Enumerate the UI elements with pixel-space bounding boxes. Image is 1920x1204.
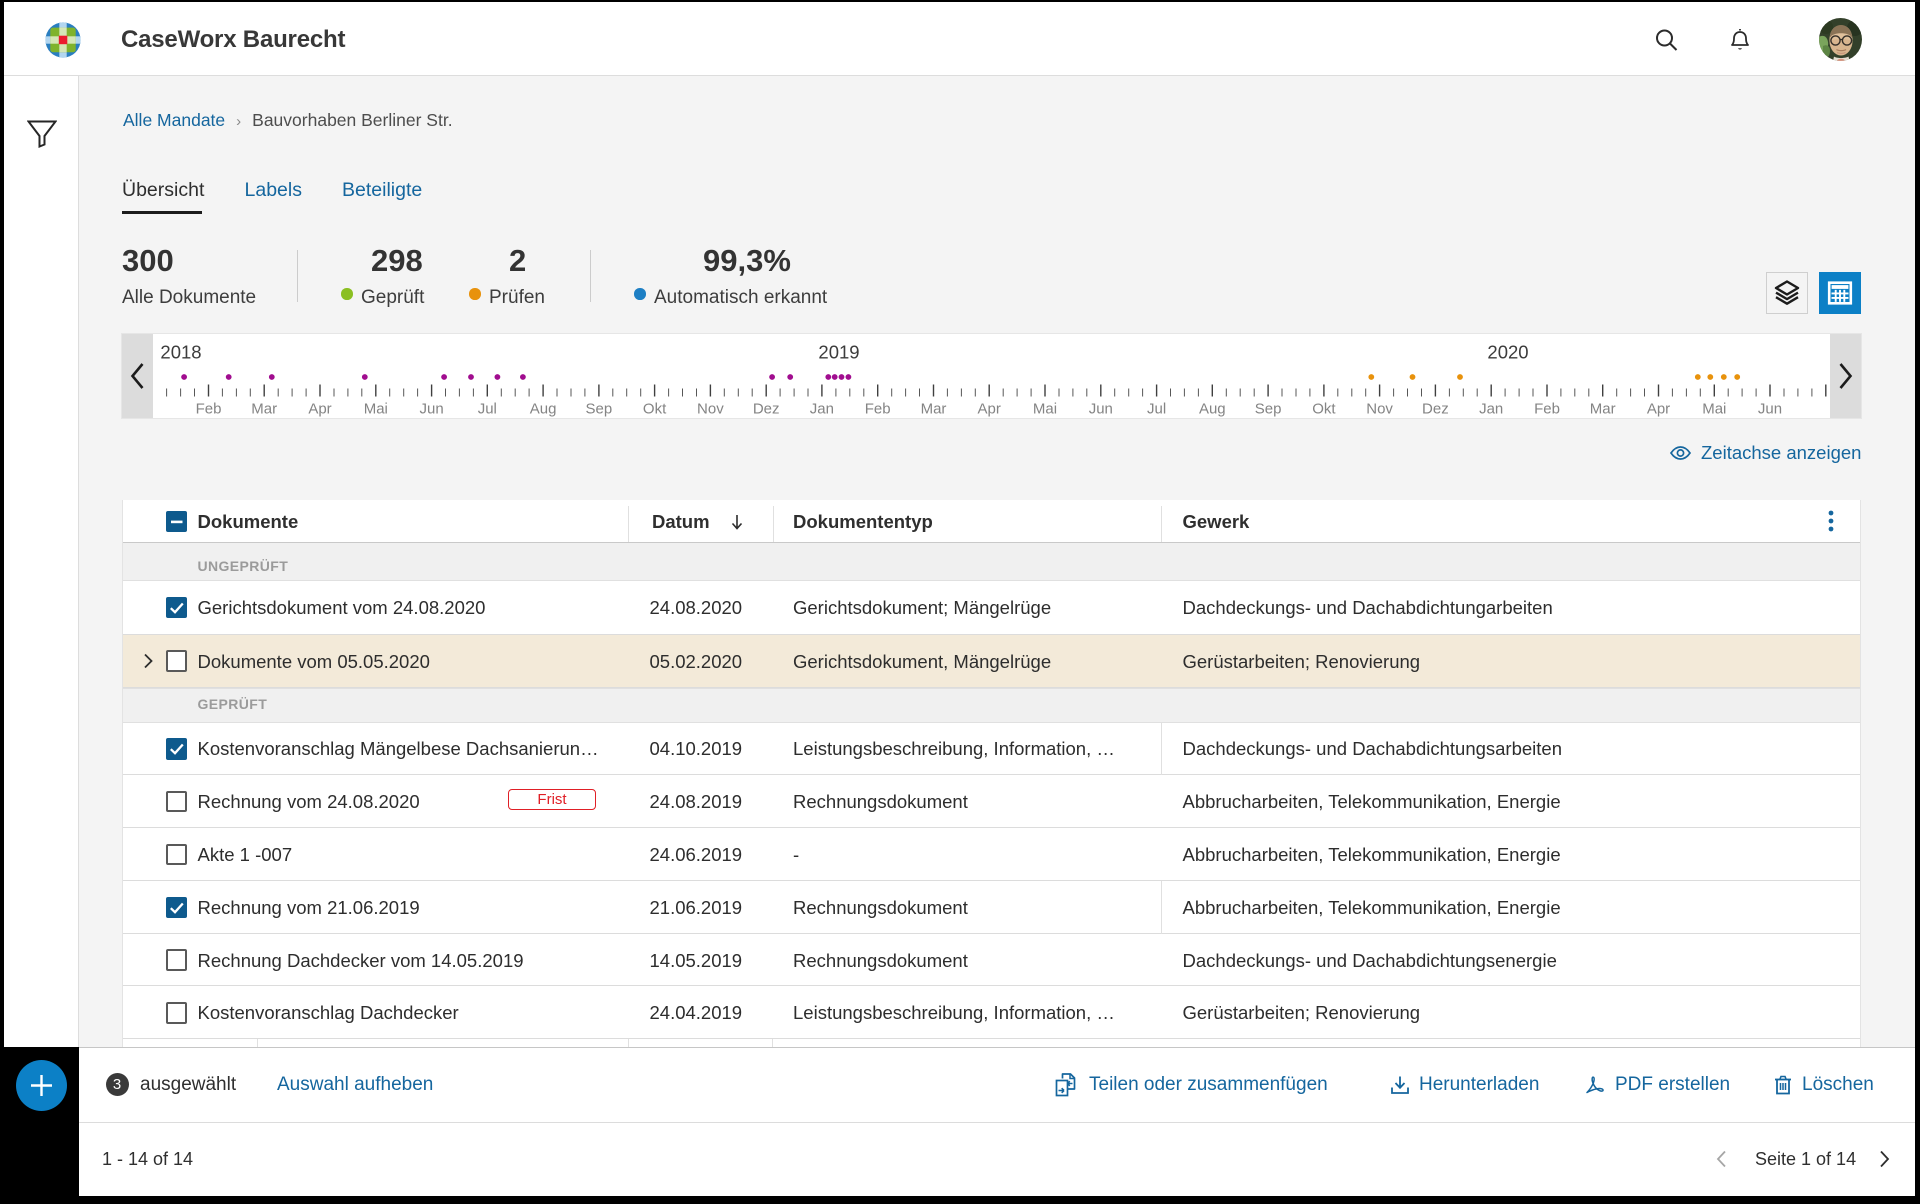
- svg-text:Mai: Mai: [364, 401, 388, 418]
- svg-text:Apr: Apr: [308, 401, 331, 418]
- svg-text:Jul: Jul: [1147, 401, 1166, 418]
- svg-text:Sep: Sep: [1255, 401, 1282, 418]
- svg-text:Mar: Mar: [1590, 401, 1616, 418]
- svg-text:Mai: Mai: [1702, 401, 1726, 418]
- svg-text:Jul: Jul: [478, 401, 497, 418]
- svg-text:2019: 2019: [818, 342, 859, 363]
- svg-text:Aug: Aug: [530, 401, 557, 418]
- svg-text:Jun: Jun: [1758, 401, 1782, 418]
- svg-text:Mar: Mar: [251, 401, 277, 418]
- svg-text:Jun: Jun: [420, 401, 444, 418]
- svg-text:Nov: Nov: [1366, 401, 1393, 418]
- svg-text:Feb: Feb: [865, 401, 891, 418]
- svg-text:Aug: Aug: [1199, 401, 1226, 418]
- svg-text:Mar: Mar: [921, 401, 947, 418]
- svg-text:Feb: Feb: [196, 401, 222, 418]
- svg-text:Mai: Mai: [1033, 401, 1057, 418]
- svg-text:Apr: Apr: [1647, 401, 1670, 418]
- svg-text:Nov: Nov: [697, 401, 724, 418]
- svg-text:Jun: Jun: [1089, 401, 1113, 418]
- svg-text:2018: 2018: [160, 342, 201, 363]
- svg-text:Feb: Feb: [1534, 401, 1560, 418]
- svg-text:2020: 2020: [1487, 342, 1528, 363]
- svg-text:Okt: Okt: [1312, 401, 1336, 418]
- svg-text:Okt: Okt: [643, 401, 667, 418]
- svg-text:Sep: Sep: [586, 401, 613, 418]
- svg-text:Jan: Jan: [810, 401, 834, 418]
- svg-text:Dez: Dez: [753, 401, 780, 418]
- svg-text:Dez: Dez: [1422, 401, 1449, 418]
- svg-text:Jan: Jan: [1479, 401, 1503, 418]
- svg-text:Apr: Apr: [978, 401, 1001, 418]
